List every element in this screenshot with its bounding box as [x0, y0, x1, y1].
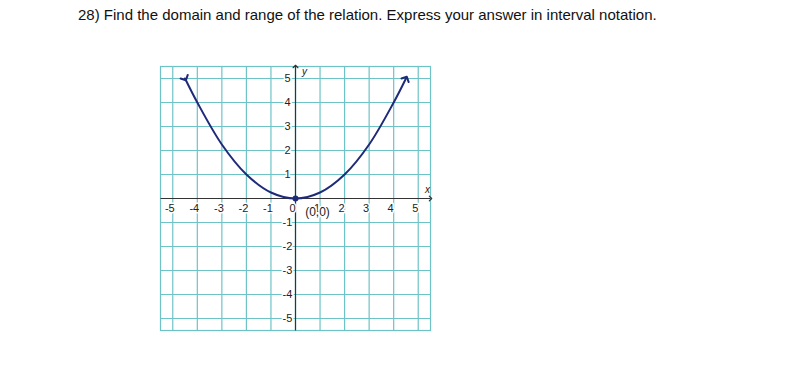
svg-text:4: 4: [388, 202, 394, 214]
svg-text:4: 4: [284, 96, 290, 108]
svg-text:2: 2: [284, 144, 290, 156]
svg-text:-3: -3: [214, 202, 224, 214]
svg-text:-5: -5: [165, 202, 175, 214]
svg-text:1: 1: [284, 168, 290, 180]
svg-text:-2: -2: [283, 240, 293, 252]
svg-text:y: y: [301, 66, 308, 77]
svg-text:5: 5: [284, 72, 290, 84]
svg-text:-4: -4: [189, 202, 199, 214]
svg-text:5: 5: [412, 202, 418, 214]
svg-text:-4: -4: [283, 288, 293, 300]
svg-text:-2: -2: [239, 202, 249, 214]
svg-text:(0,0): (0,0): [305, 205, 330, 219]
svg-text:x: x: [424, 184, 431, 195]
svg-text:0: 0: [289, 202, 295, 214]
svg-text:3: 3: [363, 202, 369, 214]
svg-text:-5: -5: [283, 312, 293, 324]
svg-text:2: 2: [339, 202, 345, 214]
html-text:28) Find the domain and range: 28) Find the domain and range of the rel…: [78, 6, 657, 23]
svg-text:-1: -1: [283, 216, 293, 228]
svg-text:-3: -3: [283, 264, 293, 276]
svg-text:-1: -1: [263, 202, 273, 214]
svg-text:3: 3: [284, 120, 290, 132]
